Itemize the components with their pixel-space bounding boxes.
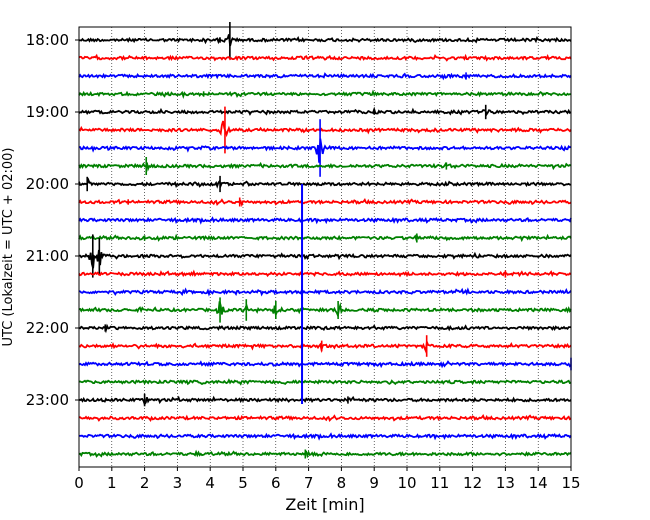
seismic-trace-10 bbox=[78, 216, 572, 225]
x-axis-label: Zeit [min] bbox=[285, 495, 364, 514]
x-tick-label: 12 bbox=[463, 474, 482, 492]
seismic-trace-8 bbox=[78, 177, 572, 189]
x-tick-label: 8 bbox=[337, 474, 347, 492]
x-tick-label: 7 bbox=[304, 474, 314, 492]
seismic-trace-14 bbox=[78, 287, 572, 297]
y-tick-label: 18:00 bbox=[26, 31, 69, 49]
plot-area bbox=[79, 27, 571, 467]
seismic-trace-6 bbox=[78, 138, 572, 163]
seismic-trace-16 bbox=[78, 323, 572, 334]
y-tick-label: 22:00 bbox=[26, 319, 69, 337]
x-tick-label: 0 bbox=[74, 474, 84, 492]
seismic-trace-15 bbox=[78, 301, 572, 319]
y-tick-label: 21:00 bbox=[26, 247, 69, 265]
x-tick-label: 10 bbox=[397, 474, 416, 492]
y-axis-label: UTC (Lokalzeit = UTC + 02:00) bbox=[1, 148, 16, 347]
x-tick-label: 9 bbox=[369, 474, 379, 492]
seismic-trace-20 bbox=[78, 395, 572, 406]
seismic-trace-17 bbox=[78, 338, 572, 354]
x-tick-label: 15 bbox=[561, 474, 580, 492]
seismic-trace-11 bbox=[78, 233, 572, 243]
y-tick-label: 23:00 bbox=[26, 391, 69, 409]
axes-frame bbox=[78, 26, 572, 468]
x-tick-label: 5 bbox=[238, 474, 248, 492]
y-tick-label: 20:00 bbox=[26, 175, 69, 193]
seismic-trace-9 bbox=[78, 198, 572, 208]
seismic-trace-13 bbox=[78, 269, 572, 278]
x-tick-label: 2 bbox=[140, 474, 150, 492]
seismic-trace-5 bbox=[78, 120, 572, 138]
seismic-trace-12 bbox=[79, 249, 572, 269]
seismic-trace-23 bbox=[78, 449, 572, 459]
seismic-trace-1 bbox=[78, 53, 572, 62]
seismic-trace-3 bbox=[78, 89, 571, 99]
x-tick-label: 13 bbox=[496, 474, 515, 492]
seismic-trace-0 bbox=[78, 34, 572, 47]
x-tick-label: 6 bbox=[271, 474, 281, 492]
seismic-trace-19 bbox=[78, 378, 572, 386]
x-tick-label: 1 bbox=[107, 474, 117, 492]
x-tick-label: 4 bbox=[205, 474, 215, 492]
x-tick-label: 11 bbox=[430, 474, 449, 492]
seismic-trace-18 bbox=[78, 360, 572, 369]
seismic-trace-7 bbox=[78, 161, 572, 172]
x-tick-label: 3 bbox=[173, 474, 183, 492]
y-tick-label: 19:00 bbox=[26, 103, 69, 121]
seismic-trace-2 bbox=[78, 72, 572, 81]
seismic-trace-22 bbox=[78, 432, 572, 441]
x-tick-label: 14 bbox=[529, 474, 548, 492]
seismic-trace-4 bbox=[78, 106, 572, 117]
seismic-trace-21 bbox=[78, 414, 572, 422]
